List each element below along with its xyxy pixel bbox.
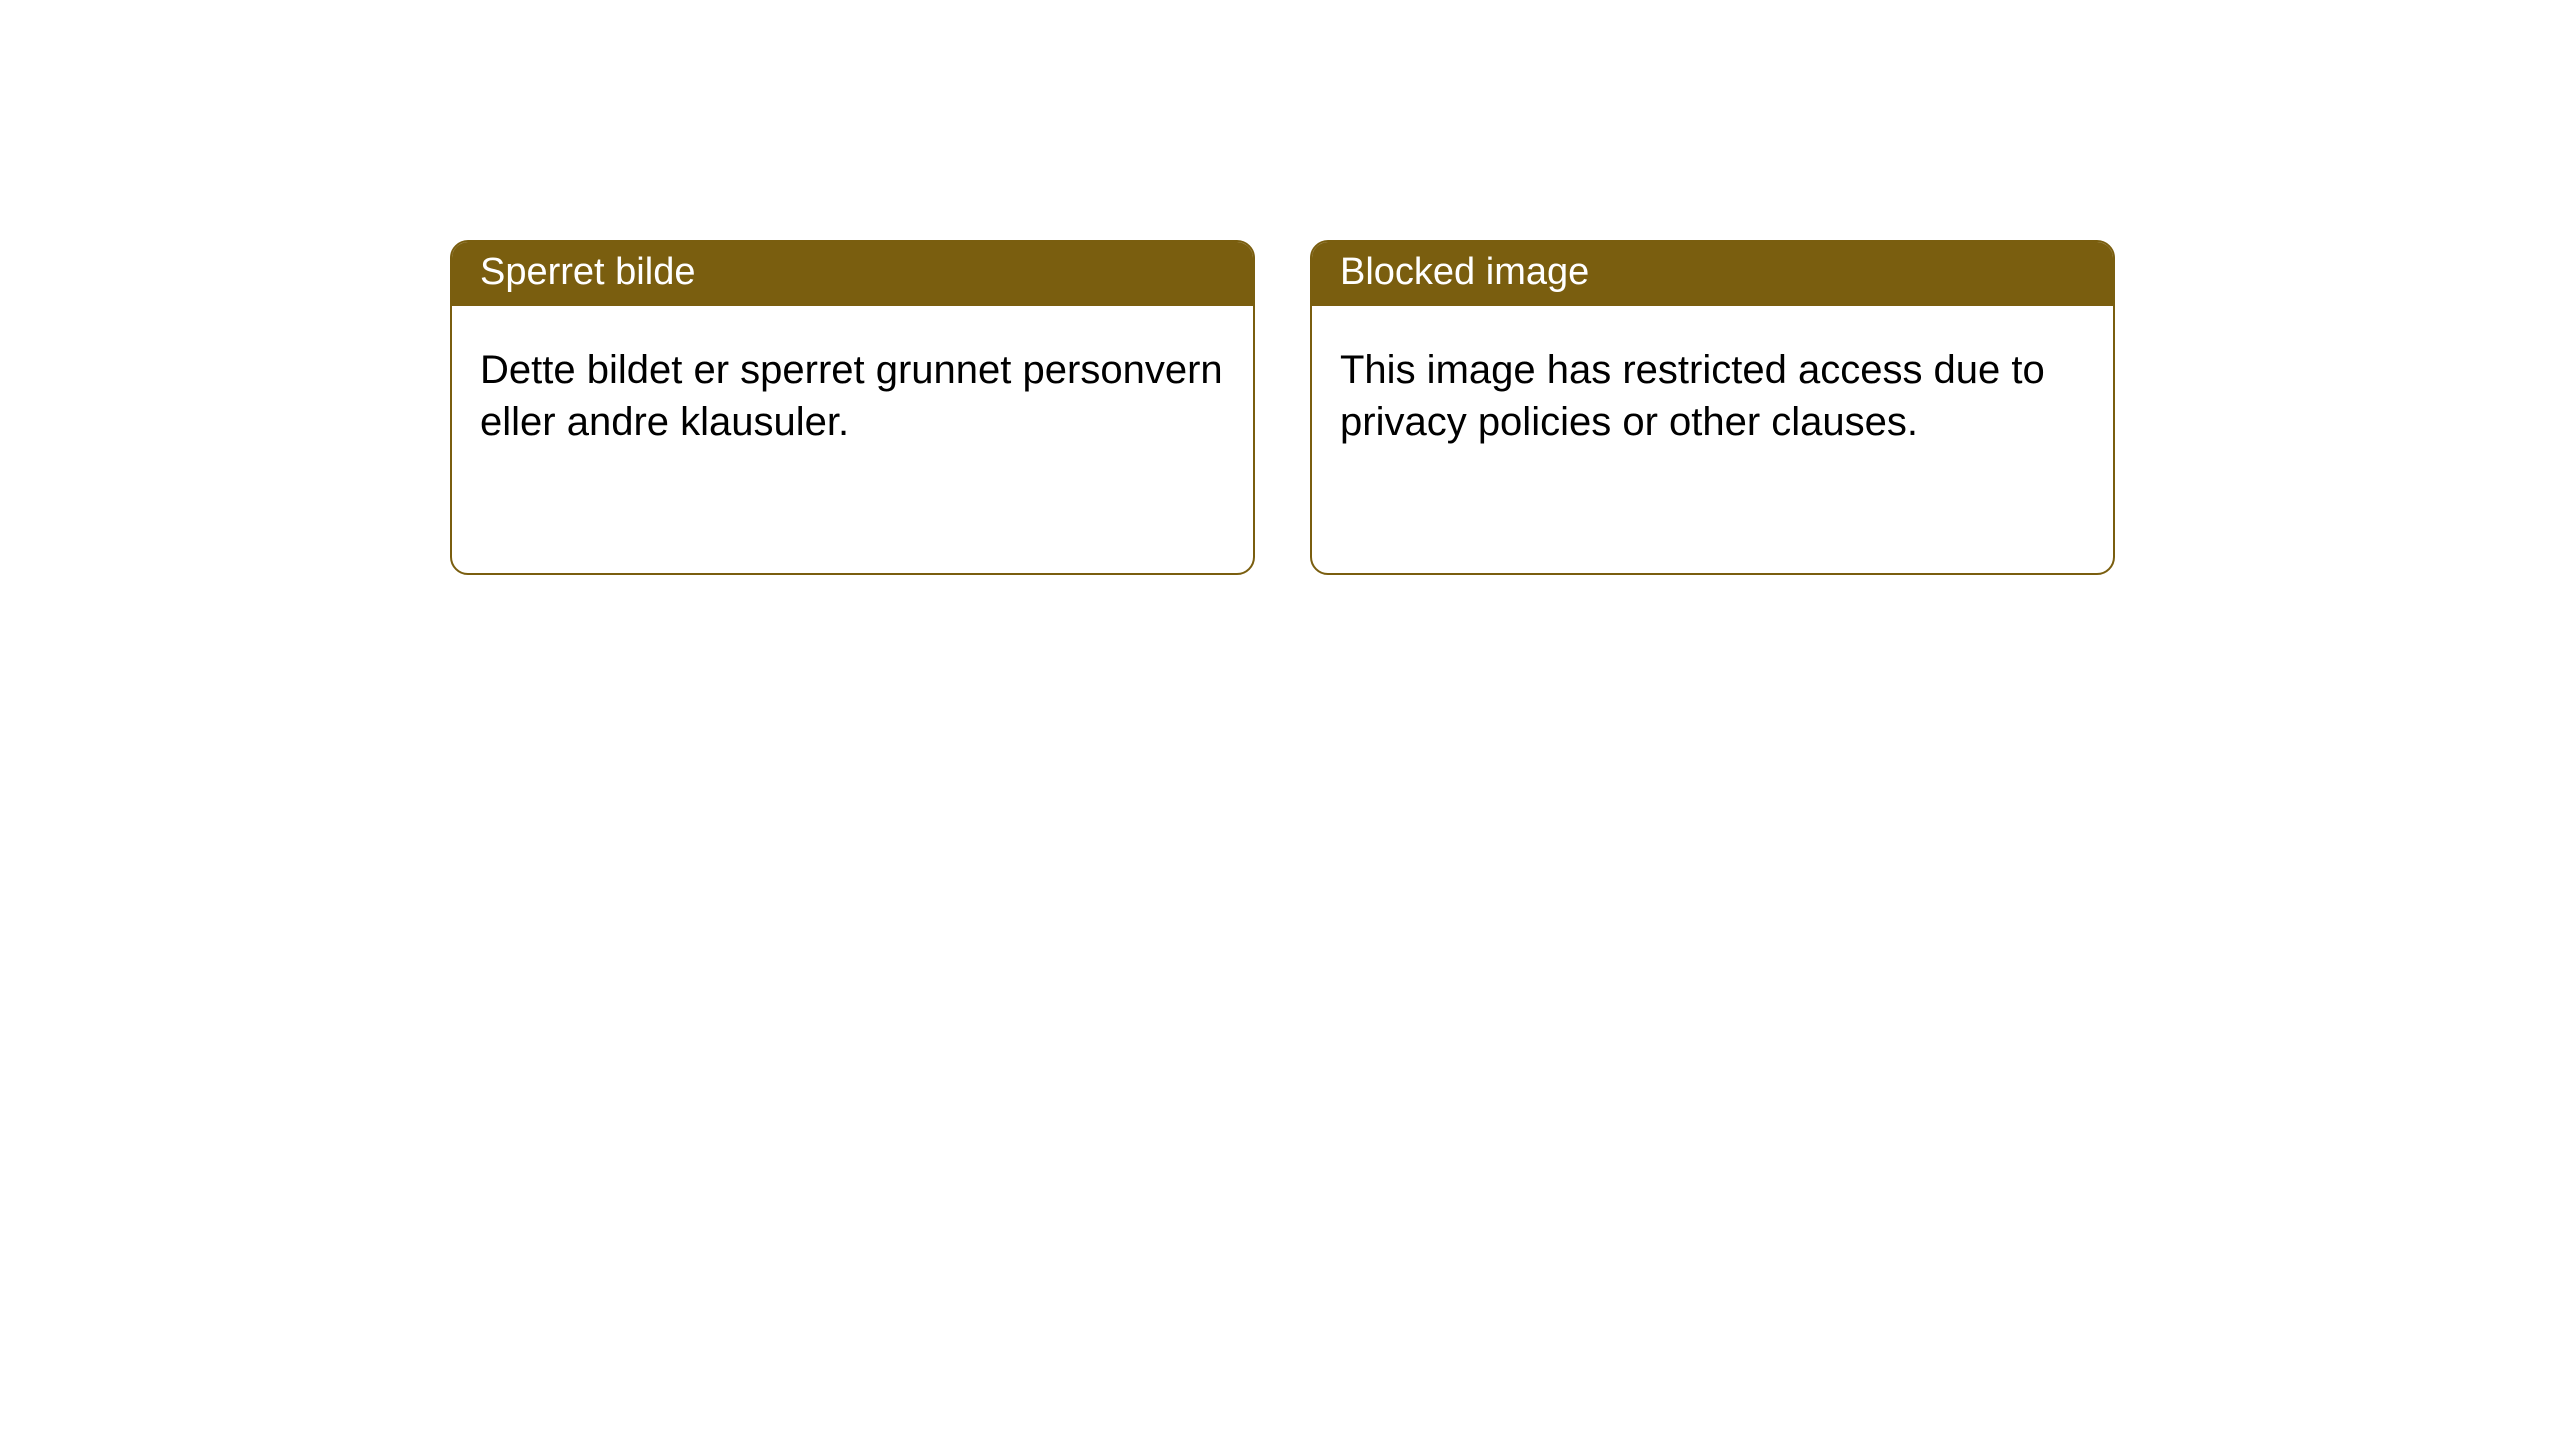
notice-body-en: This image has restricted access due to … [1312, 306, 2113, 486]
notice-body-no: Dette bildet er sperret grunnet personve… [452, 306, 1253, 486]
notice-card-en: Blocked image This image has restricted … [1310, 240, 2115, 575]
notice-card-no: Sperret bilde Dette bildet er sperret gr… [450, 240, 1255, 575]
notice-container: Sperret bilde Dette bildet er sperret gr… [0, 0, 2560, 575]
notice-title-no: Sperret bilde [452, 242, 1253, 306]
notice-title-en: Blocked image [1312, 242, 2113, 306]
